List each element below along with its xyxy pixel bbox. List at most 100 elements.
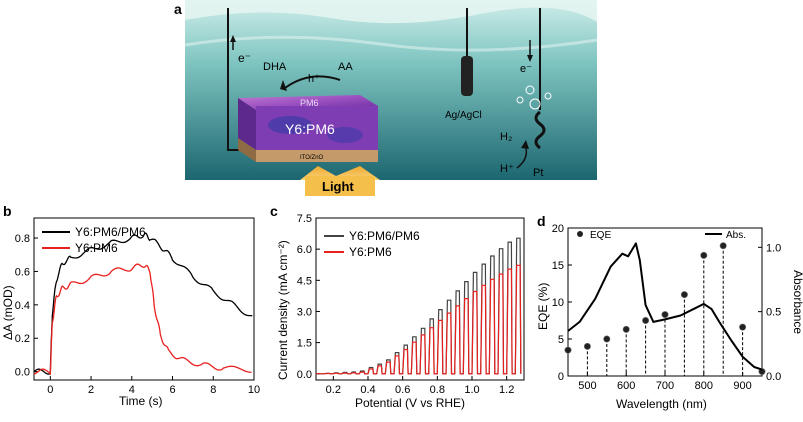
bubble bbox=[525, 85, 535, 95]
legend-b-text-1: Y6:PM6/PM6 bbox=[75, 225, 146, 239]
electron-arrowhead-right bbox=[527, 55, 533, 62]
water-surface bbox=[185, 0, 597, 24]
x-tick-label: 600 bbox=[617, 380, 635, 392]
pt-label: Pt bbox=[533, 167, 543, 179]
x-tick-label: 0.8 bbox=[430, 384, 445, 396]
y-tick-label: 20 bbox=[552, 223, 564, 235]
y-tick-label: 5 bbox=[558, 334, 564, 346]
y-tick-label: 6.0 bbox=[297, 244, 312, 256]
panel-a: a e⁻ DHA AA h⁺ PM6 Y6:PM6 ITO/ZnO Light bbox=[174, 0, 598, 196]
eqe-point bbox=[719, 242, 727, 250]
x-tick-label: 500 bbox=[578, 380, 596, 392]
chart-d-lines bbox=[564, 242, 766, 376]
y-tick-label: 10 bbox=[552, 297, 564, 309]
film-side-left bbox=[238, 98, 256, 150]
chart-c-frame bbox=[315, 217, 525, 381]
x-tick-label: 2 bbox=[88, 384, 94, 396]
x-tick-label: 0.2 bbox=[326, 384, 341, 396]
pt-coil bbox=[534, 110, 546, 150]
eqe-point bbox=[583, 342, 591, 350]
panel-d: d 500 600 700 800 900 0 5 10 15 20 0.0 0.5 1.0 Wavel… bbox=[536, 213, 803, 411]
series-line-1 bbox=[33, 263, 252, 376]
eqe-point bbox=[700, 251, 708, 259]
y-tick-label: 0.6 bbox=[15, 266, 30, 278]
chart-c-ticks: 0.2 0.4 0.6 0.8 1.0 1.2 0.0 1.5 3.0 4.5 6.0 7.5 bbox=[297, 213, 515, 396]
y-tick-label: 3.0 bbox=[297, 306, 312, 318]
y-tick-label: 0 bbox=[558, 371, 564, 383]
chart-d-frame bbox=[567, 227, 763, 377]
light-label: Light bbox=[322, 179, 354, 194]
reduction-arrowhead bbox=[521, 140, 529, 149]
y2-tick-label: 0.5 bbox=[766, 307, 781, 319]
eqe-point bbox=[564, 346, 572, 354]
y2-tick-label: 1.0 bbox=[766, 242, 781, 254]
proton-label: H⁺ bbox=[500, 163, 514, 175]
eqe-point bbox=[739, 323, 747, 331]
circuit-wire-left bbox=[227, 8, 240, 151]
panel-c: c 0.2 0.4 0.6 0.8 1.0 1.2 0.0 1.5 3.0 4.5 6.0 7.5 P… bbox=[270, 203, 525, 410]
chart-b-lines bbox=[33, 232, 253, 376]
dha-label: DHA bbox=[263, 61, 287, 73]
ito-label: ITO/ZnO bbox=[300, 155, 324, 161]
x-tick-label: 0.6 bbox=[395, 384, 410, 396]
oxidation-arrowhead bbox=[280, 80, 287, 91]
eqe-point bbox=[603, 335, 611, 343]
legend-b-text-2: Y6:PM6 bbox=[75, 241, 118, 255]
y-tick-label: 1.5 bbox=[297, 338, 312, 350]
electron-label-left: e⁻ bbox=[238, 51, 251, 65]
y-tick-label: 0.4 bbox=[15, 300, 30, 312]
light-beam-body bbox=[305, 176, 375, 196]
wave-line bbox=[184, 35, 598, 52]
legend-d-text-eqe: EQE bbox=[590, 230, 611, 241]
y-tick-label: 7.5 bbox=[297, 213, 312, 225]
absorbance-line bbox=[567, 242, 763, 371]
x-tick-label: 1.2 bbox=[499, 384, 514, 396]
panel-b: b 0 2 4 6 8 10 0.0 0.2 0.4 0.6 0.8 Time (s) ΔA (mO… bbox=[1, 203, 260, 408]
y-tick-label: 4.5 bbox=[297, 275, 312, 287]
bubble bbox=[529, 98, 541, 110]
x-tick-label: 6 bbox=[169, 384, 175, 396]
ito-layer bbox=[256, 150, 378, 162]
x-tick-label: 10 bbox=[248, 384, 260, 396]
chart-d-ylabel: EQE (%) bbox=[536, 283, 550, 330]
y-tick-label: 0.2 bbox=[15, 333, 30, 345]
agcl-label: Ag/AgCl bbox=[445, 110, 482, 121]
ito-side bbox=[238, 138, 256, 162]
chart-d-ticks: 500 600 700 800 900 0 5 10 15 20 0.0 0.5 1.0 bbox=[552, 223, 782, 392]
h2-label: H₂ bbox=[500, 131, 512, 143]
eqe-point bbox=[642, 316, 650, 324]
legend-c-text-2: Y6:PM6 bbox=[349, 245, 392, 259]
panel-c-label: c bbox=[270, 203, 278, 219]
y-tick-label: 0.8 bbox=[15, 233, 30, 245]
chart-c-xlabel: Potential (V vs RHE) bbox=[355, 396, 465, 410]
legend-d-text-abs: Abs. bbox=[726, 230, 746, 241]
reference-electrode bbox=[461, 56, 473, 96]
legend-d-marker-eqe bbox=[577, 231, 583, 237]
y-tick-label: 15 bbox=[552, 260, 564, 272]
chart-c-ylabel: Current density (mA cm⁻²) bbox=[276, 240, 290, 380]
domain-blob bbox=[268, 116, 312, 134]
x-tick-label: 900 bbox=[733, 380, 751, 392]
x-tick-label: 700 bbox=[656, 380, 674, 392]
oxidation-arrow bbox=[284, 75, 341, 89]
eqe-point bbox=[661, 311, 669, 319]
x-tick-label: 0 bbox=[47, 384, 53, 396]
chart-d-xlabel: Wavelength (nm) bbox=[616, 397, 707, 411]
bubble bbox=[516, 96, 524, 104]
domain-blob bbox=[327, 127, 363, 143]
series-line-0 bbox=[33, 232, 253, 375]
eqe-point bbox=[622, 325, 630, 333]
bubble bbox=[544, 92, 552, 100]
x-tick-label: 0.4 bbox=[360, 384, 375, 396]
panel-d-label: d bbox=[537, 213, 546, 229]
electron-arrowhead-left bbox=[230, 35, 236, 42]
eqe-point bbox=[680, 291, 688, 299]
legend-c-text-1: Y6:PM6/PM6 bbox=[349, 229, 420, 243]
hole-label: h⁺ bbox=[308, 73, 320, 85]
x-tick-label: 8 bbox=[210, 384, 216, 396]
y-tick-label: 0.0 bbox=[15, 367, 30, 379]
chart-b-frame bbox=[33, 217, 255, 381]
chart-b-ylabel: ΔA (mOD) bbox=[1, 285, 15, 340]
panel-a-label: a bbox=[174, 1, 182, 17]
